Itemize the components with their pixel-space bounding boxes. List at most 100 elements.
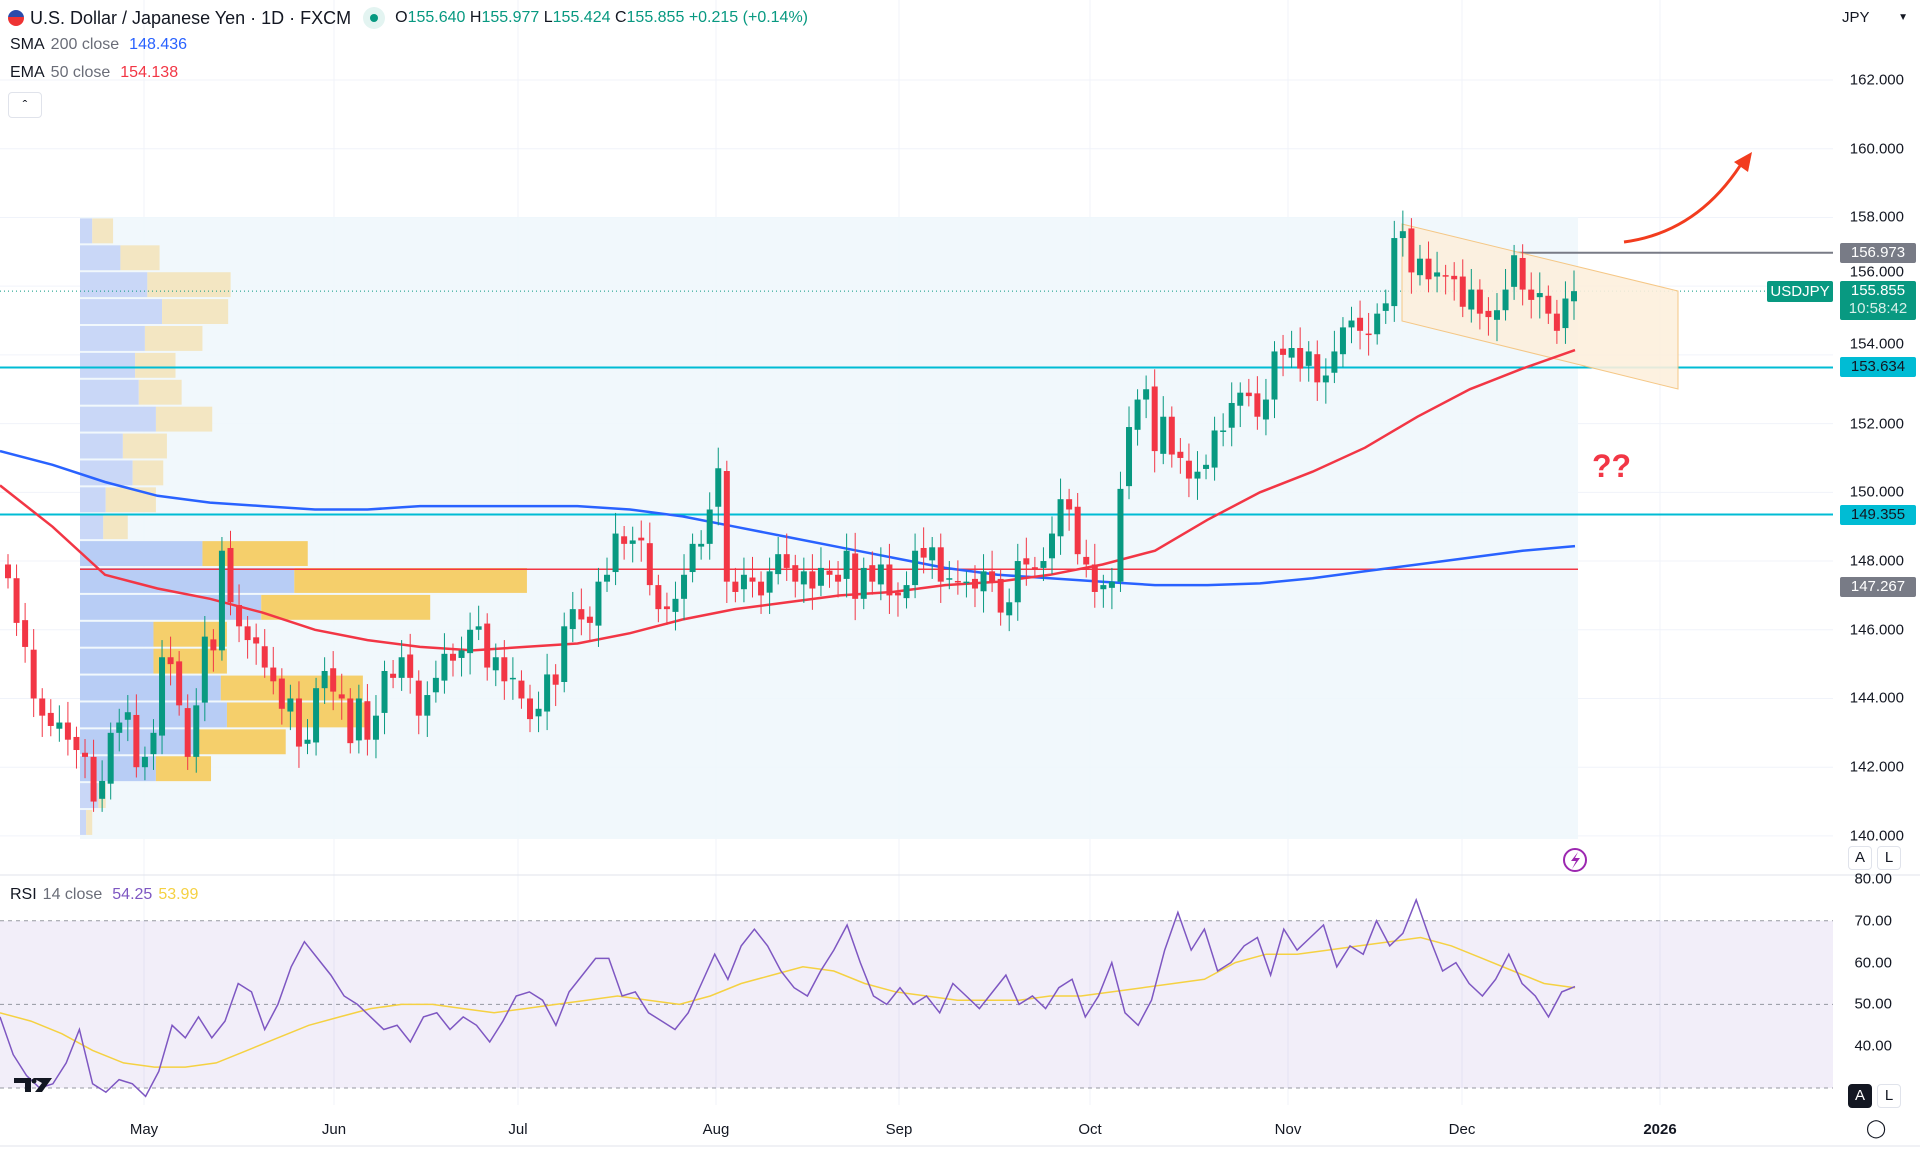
candle-body (1314, 354, 1321, 383)
candle-body (946, 578, 953, 580)
collapse-legend-button[interactable]: ˆ (8, 92, 42, 118)
candle-body (1006, 602, 1013, 616)
rsi-tick: 60.00 (1854, 954, 1892, 972)
candle-body (39, 698, 46, 716)
tradingview-logo-dot (31, 1078, 37, 1084)
candle-body (321, 670, 328, 689)
candle-body (304, 739, 311, 744)
candle-body (1271, 351, 1278, 400)
currency-select[interactable]: JPY ▼ (1842, 6, 1908, 28)
support-2-tag: 149.355 (1840, 505, 1916, 525)
candle-body (817, 567, 824, 586)
candle-body (1485, 310, 1492, 318)
candle-body (278, 678, 285, 709)
candle-body (1040, 561, 1047, 568)
candle-body (518, 680, 525, 699)
candle-body (1365, 333, 1372, 336)
auto-scale-button[interactable]: A (1848, 846, 1872, 870)
candle-body (1571, 291, 1577, 302)
ema-legend[interactable]: EMA 50 close 154.138 (10, 64, 178, 82)
candle-body (1399, 231, 1406, 239)
ema-name: EMA (10, 64, 45, 81)
candle-body (621, 536, 628, 544)
candle-body (13, 578, 20, 623)
candle-body (1442, 275, 1449, 277)
candle-body (1519, 257, 1526, 290)
candle-body (1374, 313, 1381, 335)
candle-body (1074, 506, 1081, 555)
candle-body (167, 657, 174, 665)
candle-body (1391, 238, 1398, 307)
candle-body (886, 564, 893, 596)
settings-icon[interactable]: ◯ (1866, 1118, 1887, 1138)
candle-body (1091, 564, 1098, 592)
candle-body (766, 571, 773, 593)
volume-down-bar (138, 379, 182, 405)
candle-body (227, 547, 234, 603)
candle-body (877, 564, 884, 585)
sma-params: 200 close (50, 36, 120, 53)
volume-up-bar (80, 514, 104, 540)
chevron-down-icon: ▼ (1898, 11, 1908, 23)
candle-body (56, 722, 63, 729)
time-tick: Jun (321, 1121, 347, 1138)
volume-down-bar (153, 648, 227, 674)
candle-body (1237, 392, 1244, 406)
volume-up-bar (80, 810, 87, 835)
rsi-legend[interactable]: RSI 14 close 54.25 53.99 (10, 886, 198, 904)
price-tick: 152.000 (1849, 415, 1904, 433)
price-tick: 162.000 (1849, 71, 1904, 89)
volume-down-bar (202, 541, 308, 567)
log-scale-button[interactable]: L (1877, 846, 1901, 870)
volume-down-bar (86, 810, 93, 835)
candle-body (432, 677, 439, 693)
candle-body (1331, 351, 1338, 373)
candle-body (116, 722, 123, 733)
candle-body (1297, 348, 1304, 369)
candle-body (663, 606, 670, 610)
candle-body (989, 571, 996, 582)
candle-body (1416, 258, 1423, 276)
candle-body (1100, 585, 1107, 590)
rsi-auto-scale-button[interactable]: A (1848, 1084, 1872, 1108)
candle-body (963, 581, 970, 584)
high-value: 155.977 (481, 9, 540, 26)
candle-body (980, 571, 987, 592)
volume-down-bar (105, 487, 156, 513)
rsi-log-scale-button[interactable]: L (1877, 1084, 1901, 1108)
candle-body (809, 571, 816, 589)
candle-body (1562, 298, 1569, 329)
candle-body (1185, 460, 1192, 479)
lightning-icon[interactable] (1563, 848, 1587, 872)
candle-body (1160, 416, 1167, 454)
candle-body (929, 547, 936, 561)
close-value: 155.855 (626, 9, 685, 26)
candle-body (124, 712, 131, 720)
candle-body (826, 570, 833, 575)
time-tick: Aug (702, 1121, 730, 1138)
candle-body (73, 736, 80, 751)
last-price-tag: 155.855 10:58:42 (1840, 281, 1916, 320)
candle-body (672, 598, 679, 612)
candle-body (869, 565, 876, 582)
candle-body (424, 695, 431, 716)
candle-body (578, 609, 585, 620)
symbol-legend[interactable]: U.S. Dollar / Japanese Yen · 1D · FXCM O… (8, 7, 808, 29)
arrow-head-icon (1734, 152, 1752, 172)
candle-body (484, 623, 491, 668)
candles (5, 210, 1577, 812)
candle-body (261, 646, 268, 668)
candle-body (1245, 392, 1252, 397)
volume-up-bar (80, 406, 156, 432)
candle-body (64, 722, 71, 740)
tradingview-logo (14, 1078, 52, 1092)
candle-body (1211, 430, 1218, 468)
candle-body (920, 547, 927, 558)
candle-body (184, 708, 191, 757)
candle-body (244, 626, 251, 641)
rsi-value: 54.25 (112, 886, 153, 903)
sma-legend[interactable]: SMA 200 close 148.436 (10, 36, 187, 54)
candle-body (1528, 289, 1535, 300)
low-value: 155.424 (552, 9, 611, 26)
